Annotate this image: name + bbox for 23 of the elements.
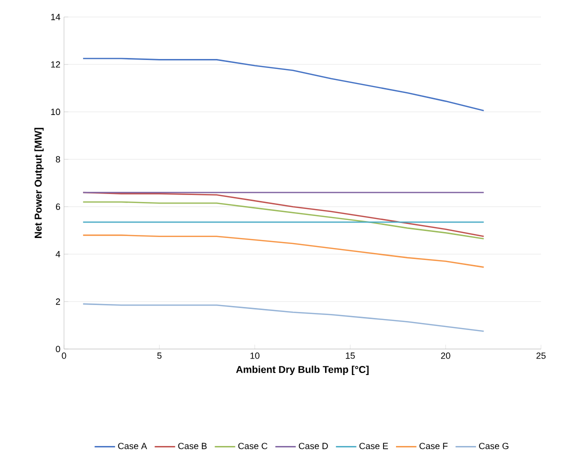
legend-label: Case D (298, 442, 328, 450)
y-tick-label: 14 (51, 14, 60, 20)
x-tick-label: 25 (536, 352, 546, 359)
y-axis-title: Net Power Output [MW] (34, 128, 44, 238)
y-tick-label: 10 (51, 108, 60, 116)
legend-label: Case C (238, 442, 268, 450)
legend-label: Case B (178, 442, 207, 450)
x-axis-title: Ambient Dry Bulb Temp [°C] (236, 366, 369, 375)
legend-label: Case A (118, 442, 148, 450)
y-tick-label: 8 (56, 156, 60, 162)
x-tick-label: 5 (157, 352, 162, 359)
y-tick-label: 4 (56, 251, 60, 258)
y-tick-label: 12 (51, 61, 60, 68)
x-tick-label: 0 (62, 352, 66, 359)
y-tick-label: 6 (56, 204, 60, 210)
x-tick-label: 20 (441, 352, 450, 359)
x-tick-label: 15 (346, 352, 355, 359)
legend-label: Case F (420, 442, 448, 450)
legend-label: Case E (359, 442, 388, 450)
y-tick-label: 0 (56, 346, 60, 352)
legend-label: Case G (479, 442, 508, 450)
y-tick-label: 2 (56, 298, 60, 305)
x-tick-label: 10 (250, 352, 260, 359)
